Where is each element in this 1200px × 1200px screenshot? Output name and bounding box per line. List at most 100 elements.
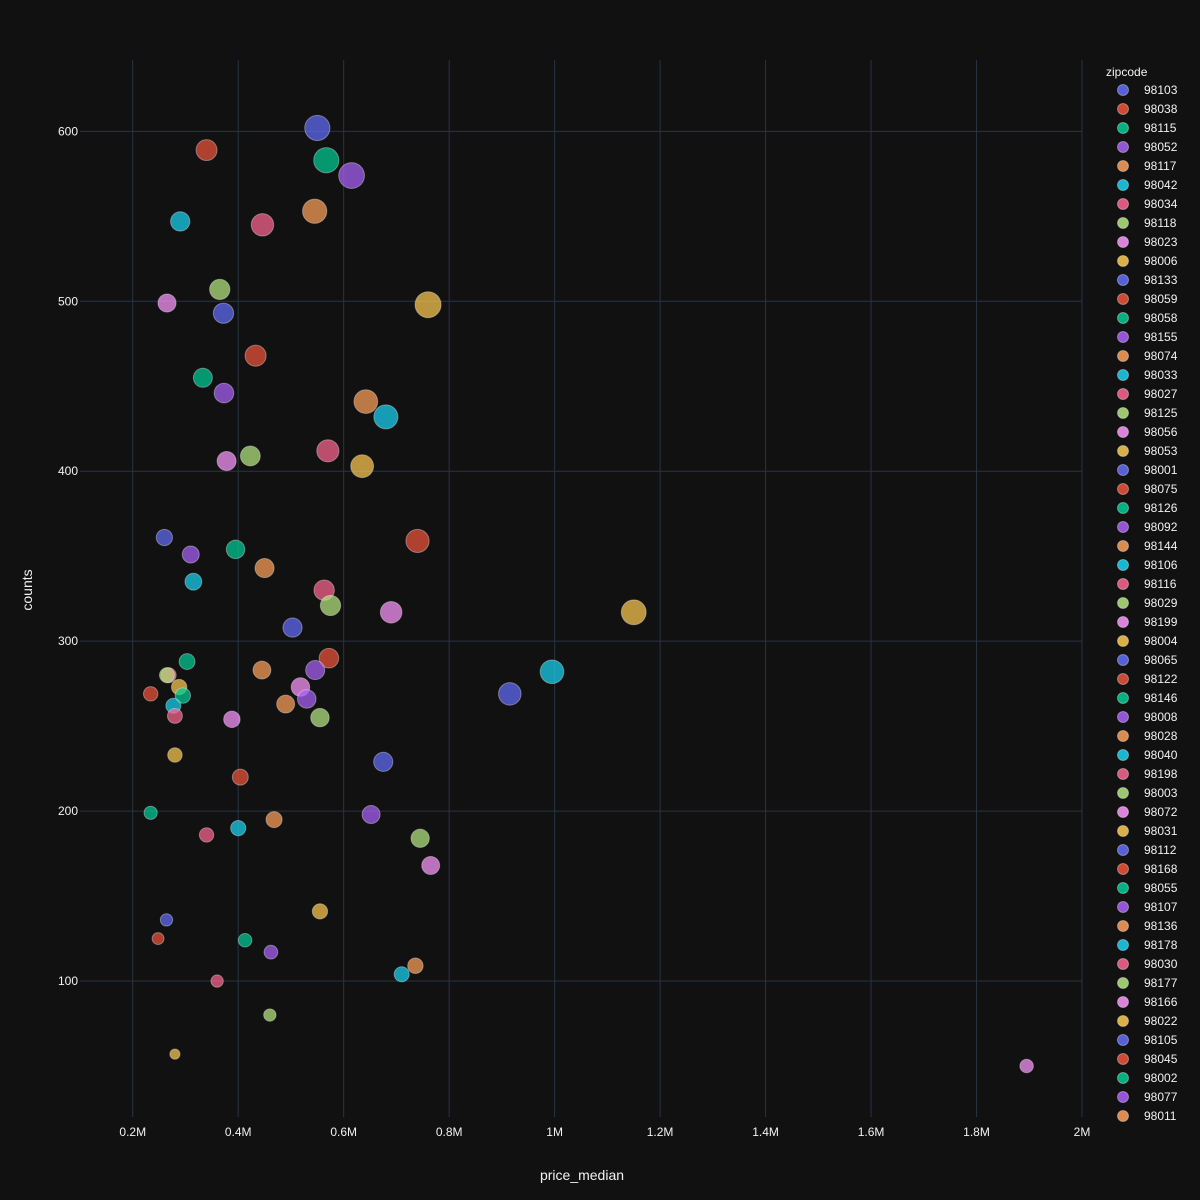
data-point[interactable] bbox=[297, 689, 317, 709]
data-point[interactable] bbox=[276, 694, 296, 714]
data-point[interactable] bbox=[373, 404, 399, 430]
legend-item[interactable]: 98001 bbox=[1117, 463, 1178, 477]
legend-item[interactable]: 98126 bbox=[1117, 501, 1178, 515]
legend-item[interactable]: 98125 bbox=[1117, 406, 1178, 420]
legend-item[interactable]: 98107 bbox=[1117, 900, 1178, 914]
data-point[interactable] bbox=[250, 213, 275, 237]
legend-item[interactable]: 98077 bbox=[1117, 1090, 1178, 1104]
data-point[interactable] bbox=[393, 966, 410, 983]
data-point[interactable] bbox=[143, 805, 158, 820]
legend-item[interactable]: 98038 bbox=[1117, 102, 1178, 116]
data-point[interactable] bbox=[166, 707, 183, 724]
data-point[interactable] bbox=[252, 660, 272, 680]
legend-item[interactable]: 98155 bbox=[1117, 330, 1178, 344]
data-point[interactable] bbox=[350, 454, 375, 479]
legend-item[interactable]: 98028 bbox=[1117, 729, 1178, 743]
data-point[interactable] bbox=[159, 913, 174, 927]
data-point[interactable] bbox=[305, 660, 326, 681]
legend-item[interactable]: 98146 bbox=[1117, 691, 1178, 705]
legend-item[interactable]: 98029 bbox=[1117, 596, 1178, 610]
data-point[interactable] bbox=[237, 932, 253, 948]
legend-item[interactable]: 98045 bbox=[1117, 1052, 1178, 1066]
data-point[interactable] bbox=[167, 747, 183, 763]
data-point[interactable] bbox=[210, 974, 224, 988]
legend-item[interactable]: 98022 bbox=[1117, 1014, 1178, 1028]
data-point[interactable] bbox=[230, 820, 247, 837]
data-point[interactable] bbox=[195, 139, 218, 162]
data-point[interactable] bbox=[421, 856, 441, 875]
legend-item[interactable]: 98116 bbox=[1117, 577, 1177, 591]
legend-item[interactable]: 98027 bbox=[1117, 387, 1178, 401]
data-point[interactable] bbox=[498, 682, 522, 706]
legend-item[interactable]: 98034 bbox=[1117, 197, 1178, 211]
legend-item[interactable]: 98106 bbox=[1117, 558, 1178, 572]
legend-item[interactable]: 98059 bbox=[1117, 292, 1178, 306]
data-point[interactable] bbox=[158, 667, 176, 684]
data-point[interactable] bbox=[407, 957, 424, 974]
data-point[interactable] bbox=[181, 545, 200, 564]
data-point[interactable] bbox=[263, 944, 279, 960]
legend-item[interactable]: 98006 bbox=[1117, 254, 1178, 268]
legend-item[interactable]: 98053 bbox=[1117, 444, 1178, 458]
data-point[interactable] bbox=[231, 768, 249, 786]
data-point[interactable] bbox=[1019, 1058, 1034, 1074]
legend-item[interactable]: 98166 bbox=[1117, 995, 1178, 1009]
legend-item[interactable]: 98103 bbox=[1117, 83, 1178, 97]
data-point[interactable] bbox=[316, 439, 340, 463]
legend-item[interactable]: 98144 bbox=[1117, 539, 1178, 553]
data-point[interactable] bbox=[361, 805, 381, 825]
data-point[interactable] bbox=[209, 278, 231, 301]
data-point[interactable] bbox=[311, 903, 329, 920]
legend-item[interactable]: 98056 bbox=[1117, 425, 1178, 439]
legend-item[interactable]: 98055 bbox=[1117, 881, 1178, 895]
legend-item[interactable]: 98199 bbox=[1117, 615, 1178, 629]
data-point[interactable] bbox=[155, 528, 173, 547]
legend-item[interactable]: 98074 bbox=[1117, 349, 1178, 363]
data-point[interactable] bbox=[414, 291, 442, 319]
data-point[interactable] bbox=[319, 594, 342, 617]
legend-item[interactable]: 98031 bbox=[1117, 824, 1178, 838]
legend-item[interactable]: 98117 bbox=[1117, 159, 1177, 173]
legend-item[interactable]: 98023 bbox=[1117, 235, 1178, 249]
legend-item[interactable]: 98002 bbox=[1117, 1071, 1178, 1085]
legend-item[interactable]: 98033 bbox=[1117, 368, 1178, 382]
data-point[interactable] bbox=[410, 828, 430, 848]
data-point[interactable] bbox=[263, 1008, 277, 1022]
data-point[interactable] bbox=[373, 751, 394, 772]
data-point[interactable] bbox=[151, 932, 165, 946]
legend-item[interactable]: 98198 bbox=[1117, 767, 1178, 781]
data-point[interactable] bbox=[192, 367, 213, 388]
data-point[interactable] bbox=[265, 811, 283, 829]
data-point[interactable] bbox=[310, 707, 330, 728]
legend-item[interactable]: 98168 bbox=[1117, 862, 1178, 876]
data-point[interactable] bbox=[302, 198, 328, 224]
legend-item[interactable]: 98004 bbox=[1117, 634, 1178, 648]
data-point[interactable] bbox=[338, 162, 365, 189]
data-point[interactable] bbox=[213, 382, 235, 404]
data-point[interactable] bbox=[244, 344, 267, 367]
legend-item[interactable]: 98040 bbox=[1117, 748, 1178, 762]
legend-item[interactable]: 98072 bbox=[1117, 805, 1178, 819]
data-point[interactable] bbox=[318, 647, 340, 669]
data-point[interactable] bbox=[223, 710, 241, 729]
legend-item[interactable]: 98042 bbox=[1117, 178, 1178, 192]
data-point[interactable] bbox=[212, 302, 235, 324]
data-point[interactable] bbox=[539, 659, 565, 685]
data-point[interactable] bbox=[174, 687, 192, 704]
legend-item[interactable]: 98052 bbox=[1117, 140, 1178, 154]
legend-item[interactable]: 98105 bbox=[1117, 1033, 1178, 1047]
legend-item[interactable]: 98008 bbox=[1117, 710, 1178, 724]
data-point[interactable] bbox=[225, 539, 246, 560]
data-point[interactable] bbox=[184, 572, 203, 591]
legend-item[interactable]: 98075 bbox=[1117, 482, 1178, 496]
data-point[interactable] bbox=[157, 293, 177, 313]
data-point[interactable] bbox=[142, 686, 159, 702]
legend-item[interactable]: 98011 bbox=[1117, 1109, 1177, 1123]
data-point[interactable] bbox=[239, 445, 261, 467]
data-point[interactable] bbox=[405, 528, 430, 554]
legend-item[interactable]: 98133 bbox=[1117, 273, 1178, 287]
legend-item[interactable]: 98118 bbox=[1117, 216, 1177, 230]
data-point[interactable] bbox=[313, 147, 340, 174]
legend-item[interactable]: 98122 bbox=[1117, 672, 1178, 686]
legend-item[interactable]: 98115 bbox=[1117, 121, 1177, 135]
